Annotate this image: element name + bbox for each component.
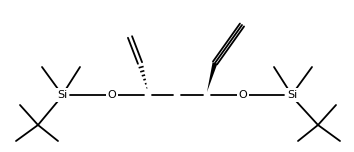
Text: Si: Si xyxy=(57,90,67,100)
Text: O: O xyxy=(239,90,247,100)
Text: O: O xyxy=(108,90,116,100)
Text: Si: Si xyxy=(287,90,297,100)
Polygon shape xyxy=(207,62,217,92)
